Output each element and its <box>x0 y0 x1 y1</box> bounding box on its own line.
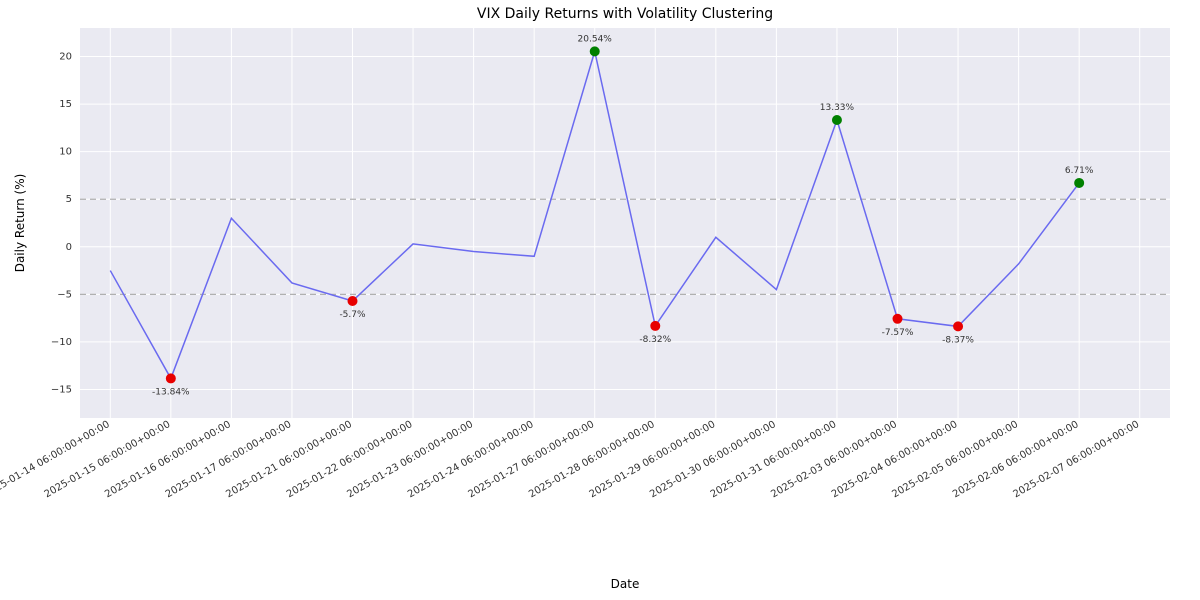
y-tick-label: 5 <box>66 194 72 205</box>
y-tick-label: 0 <box>66 242 72 253</box>
marker-point <box>953 321 963 331</box>
chart-title: VIX Daily Returns with Volatility Cluste… <box>477 6 773 22</box>
marker-label: 20.54% <box>578 34 613 44</box>
marker-point <box>348 296 358 306</box>
vix-returns-chart: -13.84% -5.7% 20.54% -8.32% 13.33% -7.57% -8.3… <box>0 0 1200 600</box>
marker-label: -8.32% <box>639 335 671 345</box>
marker-point <box>590 46 600 56</box>
marker-point <box>166 373 176 383</box>
y-tick-label: −5 <box>57 289 72 300</box>
marker-point <box>1074 178 1084 188</box>
marker-point <box>893 314 903 324</box>
y-axis-label: Daily Return (%) <box>13 174 27 273</box>
x-tick-label: 2025-02-07 06:00:00+00:00 <box>1012 419 1142 500</box>
y-tick-label: 10 <box>59 147 72 158</box>
marker-point <box>832 115 842 125</box>
x-axis-label: Date <box>611 577 640 591</box>
marker-label: 13.33% <box>820 103 855 113</box>
y-tick-label: −15 <box>51 384 72 395</box>
marker-point <box>650 321 660 331</box>
marker-label: -13.84% <box>152 387 190 397</box>
marker-label: 6.71% <box>1065 166 1094 176</box>
y-tick-label: 20 <box>59 52 72 63</box>
y-tick-label: 15 <box>59 99 72 110</box>
y-tick-label: −10 <box>51 337 72 348</box>
marker-label: -7.57% <box>882 328 914 338</box>
marker-label: -8.37% <box>942 335 974 345</box>
marker-label: -5.7% <box>339 310 366 320</box>
